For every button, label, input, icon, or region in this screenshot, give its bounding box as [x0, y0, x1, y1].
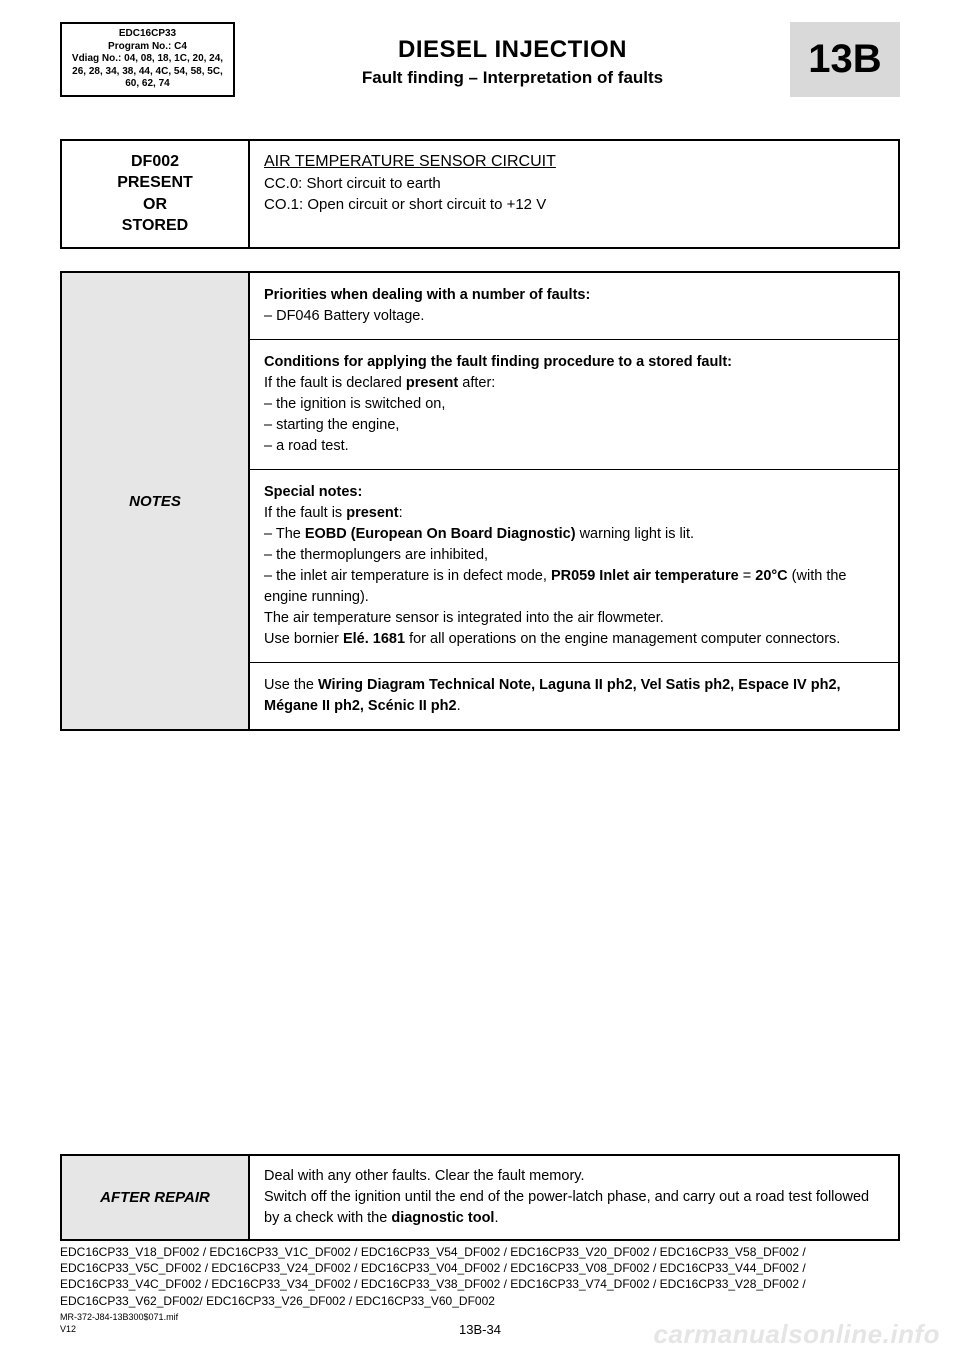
fault-header-table: DF002 PRESENT OR STORED AIR TEMPERATURE …	[60, 139, 900, 249]
notes-conditions: Conditions for applying the fault findin…	[250, 340, 898, 470]
notes-wiring: Use the Wiring Diagram Technical Note, L…	[250, 663, 898, 729]
fault-status: STORED	[66, 215, 244, 237]
page-header: EDC16CP33 Program No.: C4 Vdiag No.: 04,…	[60, 22, 900, 97]
section-code-box: 13B	[790, 22, 900, 97]
notes-bullet: – starting the engine,	[264, 417, 399, 433]
notes-text: Use the	[264, 677, 318, 693]
ecu-line: Program No.: C4	[64, 41, 231, 54]
after-repair-text: Deal with any other faults. Clear the fa…	[264, 1168, 584, 1184]
notes-table: NOTES Priorities when dealing with a num…	[60, 271, 900, 731]
notes-text: EOBD (European On Board Diagnostic)	[305, 526, 576, 542]
notes-heading: Special notes:	[264, 484, 362, 500]
notes-text: The air temperature sensor is integrated…	[264, 610, 664, 626]
notes-text: If the fault is declared	[264, 375, 406, 391]
after-repair-table: AFTER REPAIR Deal with any other faults.…	[60, 1154, 900, 1241]
notes-text: for all operations on the engine managem…	[405, 631, 840, 647]
notes-text: If the fault is	[264, 505, 346, 521]
title-sub: Fault finding – Interpretation of faults	[243, 68, 782, 88]
after-repair-text: .	[494, 1210, 498, 1226]
notes-text: :	[399, 505, 403, 521]
notes-text: =	[739, 568, 756, 584]
fault-code: DF002	[66, 151, 244, 173]
fault-code-cell: DF002 PRESENT OR STORED	[62, 141, 250, 247]
after-repair-label: AFTER REPAIR	[62, 1156, 250, 1239]
ecu-line: EDC16CP33	[64, 28, 231, 41]
watermark: carmanualsonline.info	[0, 1319, 960, 1350]
notes-text: PR059 Inlet air temperature	[551, 568, 739, 584]
notes-bullet: – the inlet air temperature is in defect…	[264, 568, 551, 584]
notes-text: Wiring Diagram Technical Note, Laguna II…	[264, 677, 841, 714]
fault-status: OR	[66, 194, 244, 216]
ecu-line: Vdiag No.: 04, 08, 18, 1C, 20, 24, 26, 2…	[64, 53, 231, 91]
ecu-info-box: EDC16CP33 Program No.: C4 Vdiag No.: 04,…	[60, 22, 235, 97]
notes-priorities: Priorities when dealing with a number of…	[250, 273, 898, 340]
notes-text: present	[346, 505, 398, 521]
title-main: DIESEL INJECTION	[243, 36, 782, 64]
notes-heading: Priorities when dealing with a number of…	[264, 287, 590, 303]
fault-line: CC.0: Short circuit to earth	[264, 173, 884, 194]
notes-heading: Conditions for applying the fault findin…	[264, 354, 732, 370]
notes-bullet: – DF046 Battery voltage.	[264, 308, 424, 324]
fault-title: AIR TEMPERATURE SENSOR CIRCUIT	[264, 151, 884, 173]
after-repair-content: Deal with any other faults. Clear the fa…	[250, 1156, 898, 1239]
notes-text: .	[457, 698, 461, 714]
notes-bullet: – the thermoplungers are inhibited,	[264, 547, 488, 563]
notes-bullet: – a road test.	[264, 438, 349, 454]
notes-text: Elé. 1681	[343, 631, 405, 647]
after-repair-text: diagnostic tool	[391, 1210, 494, 1226]
notes-bullet: – the ignition is switched on,	[264, 396, 445, 412]
notes-content: Priorities when dealing with a number of…	[250, 273, 898, 729]
notes-text: warning light is lit.	[576, 526, 694, 542]
title-block: DIESEL INJECTION Fault finding – Interpr…	[243, 22, 782, 97]
fault-status: PRESENT	[66, 172, 244, 194]
after-repair-text: Switch off the ignition until the end of…	[264, 1189, 869, 1226]
notes-text: present	[406, 375, 458, 391]
variant-codes: EDC16CP33_V18_DF002 / EDC16CP33_V1C_DF00…	[60, 1244, 900, 1309]
notes-label-cell: NOTES	[62, 273, 250, 729]
notes-text: 20°C	[755, 568, 787, 584]
notes-text: after:	[458, 375, 495, 391]
fault-desc-cell: AIR TEMPERATURE SENSOR CIRCUIT CC.0: Sho…	[250, 141, 898, 247]
notes-special: Special notes: If the fault is present: …	[250, 470, 898, 663]
fault-line: CO.1: Open circuit or short circuit to +…	[264, 194, 884, 215]
notes-text: Use bornier	[264, 631, 343, 647]
notes-bullet: – The	[264, 526, 305, 542]
